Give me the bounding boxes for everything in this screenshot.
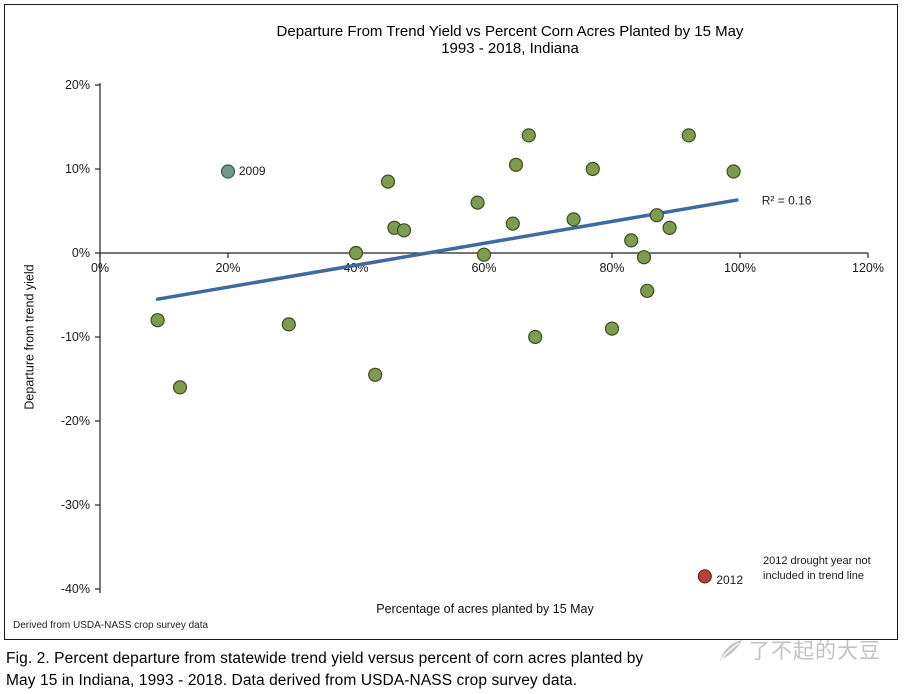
- data-point: [640, 283, 655, 298]
- data-point: [508, 157, 524, 172]
- figure-caption-line2: May 15 in Indiana, 1993 - 2018. Data der…: [6, 671, 578, 689]
- data-point: [521, 128, 536, 143]
- chart-title: Departure From Trend Yield vs Percent Co…: [115, 23, 905, 57]
- x-tick-label: 60%: [471, 261, 496, 275]
- x-tick-label: 0%: [91, 261, 109, 275]
- feather-icon: [720, 640, 742, 660]
- data-point: [585, 161, 600, 177]
- data-point: [368, 367, 383, 382]
- data-point: [528, 329, 543, 345]
- r-squared-label: R² = 0.16: [762, 193, 812, 207]
- y-tick-label: 10%: [65, 162, 90, 176]
- data-point: [726, 164, 741, 179]
- data-point: [380, 174, 396, 189]
- point-label-2012: 2012: [716, 573, 743, 587]
- y-tick-label: 0%: [72, 246, 90, 260]
- y-axis-title: Departure from trend yield: [22, 264, 37, 410]
- point-label-2009: 2009: [239, 164, 266, 178]
- data-point: [281, 317, 296, 332]
- y-tick-label: -10%: [61, 330, 90, 344]
- data-point-2009: [220, 164, 236, 179]
- source-footnote: Derived from USDA-NASS crop survey data: [13, 620, 209, 631]
- drought-note-line2: included in trend line: [763, 570, 864, 582]
- y-tick-label: -20%: [61, 414, 90, 428]
- data-point: [662, 220, 677, 235]
- data-point: [624, 233, 639, 248]
- data-point: [470, 195, 485, 210]
- x-tick-label: 120%: [852, 261, 884, 275]
- x-tick-label: 80%: [599, 261, 624, 275]
- data-point: [649, 208, 664, 223]
- data-point: [681, 128, 696, 143]
- y-tick-label: -30%: [61, 498, 90, 512]
- chart-title-line2: 1993 - 2018, Indiana: [441, 40, 579, 57]
- figure-caption-line1: Fig. 2. Percent departure from statewide…: [6, 650, 644, 667]
- x-tick-label: 100%: [724, 261, 756, 275]
- data-point: [476, 247, 492, 262]
- x-axis-title: Percentage of acres planted by 15 May: [376, 602, 594, 616]
- trend-line: [155, 198, 739, 301]
- data-point: [566, 212, 581, 227]
- chart-title-line1: Departure From Trend Yield vs Percent Co…: [276, 23, 744, 40]
- data-point: [604, 321, 620, 336]
- y-tick-label: 20%: [65, 78, 90, 92]
- data-point: [150, 313, 165, 328]
- data-point-2012: [697, 569, 712, 584]
- drought-note-line1: 2012 drought year not: [763, 555, 871, 567]
- x-tick-label: 20%: [215, 261, 240, 275]
- scatter-plot: 0% 20% 40% 60% 80% 100% 120%20%10%0%-10%-20%-3…: [61, 78, 884, 596]
- data-point: [348, 245, 364, 261]
- data-point: [505, 216, 520, 231]
- brand-name: 了不起的大豆: [749, 640, 881, 663]
- data-point: [636, 250, 652, 265]
- brand-logo: 了不起的大豆: [718, 635, 881, 665]
- y-tick-label: -40%: [61, 582, 90, 596]
- data-point: [396, 223, 412, 238]
- data-point: [172, 380, 188, 395]
- figure-caption: Fig. 2. Percent departure from statewide…: [6, 648, 643, 691]
